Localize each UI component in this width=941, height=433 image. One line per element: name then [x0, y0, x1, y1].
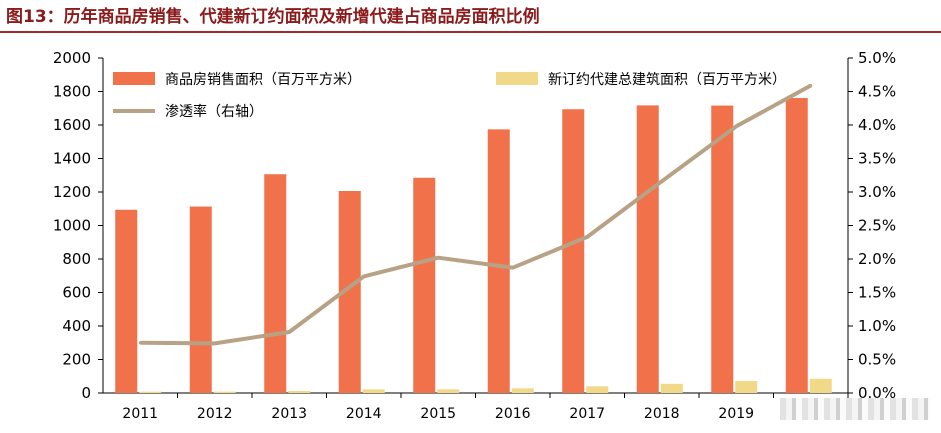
right-tick-label: 3.5% — [858, 150, 896, 168]
right-tick-label: 0.5% — [858, 351, 896, 369]
left-tick-label: 1400 — [53, 150, 91, 168]
x-tick-label: 2014 — [346, 406, 382, 422]
right-tick-label: 2.0% — [858, 250, 896, 268]
x-tick-label: 2018 — [644, 406, 680, 422]
right-tick-label: 4.0% — [858, 116, 896, 134]
left-tick-label: 0 — [81, 384, 91, 402]
title-underline — [0, 31, 941, 33]
contract-bar — [437, 389, 460, 393]
legend-label-sales: 商品房销售面积（百万平方米） — [165, 72, 361, 88]
x-tick-label: 2016 — [495, 406, 531, 422]
left-tick-label: 800 — [62, 250, 91, 268]
left-tick-label: 400 — [62, 317, 91, 335]
right-tick-label: 3.0% — [858, 183, 896, 201]
sales-bar — [562, 109, 585, 393]
right-tick-label: 2.5% — [858, 217, 896, 235]
x-tick-label: 2017 — [569, 406, 605, 422]
ratio-point — [585, 235, 589, 239]
x-tick-label: 2013 — [271, 406, 307, 422]
x-tick-label: 2019 — [718, 406, 754, 422]
ratio-point — [287, 330, 291, 334]
sales-bar — [636, 105, 659, 393]
sales-bar — [115, 209, 138, 393]
right-tick-label: 4.5% — [858, 83, 896, 101]
legend-swatch-contract — [496, 72, 538, 85]
x-tick-label: 2011 — [122, 406, 158, 422]
ratio-point — [734, 124, 738, 128]
sales-bar — [711, 105, 734, 393]
ratio-point — [660, 179, 664, 183]
contract-bar — [288, 390, 311, 393]
left-tick-label: 1600 — [53, 116, 91, 134]
x-tick-label: 2012 — [197, 406, 233, 422]
ratio-line — [140, 83, 812, 346]
legend-label-ratio: 渗透率（右轴） — [165, 103, 263, 120]
ratio-point — [138, 341, 142, 345]
contract-bar — [213, 391, 236, 393]
ratio-point — [511, 266, 515, 270]
contract-bar — [735, 380, 758, 393]
left-tick-label: 1000 — [53, 217, 91, 235]
ratio-point — [213, 341, 217, 345]
ratio-point — [362, 274, 366, 278]
contract-bar — [809, 378, 832, 393]
legend-swatch-sales — [113, 72, 155, 85]
right-tick-label: 5.0% — [858, 49, 896, 67]
right-tick-label: 1.0% — [858, 317, 896, 335]
right-tick-label: 1.5% — [858, 284, 896, 302]
sales-bar — [189, 206, 212, 393]
sales-bar — [785, 98, 808, 393]
chart-title: 图13：历年商品房销售、代建新订约面积及新增代建占商品房面积比例 — [6, 7, 540, 27]
left-tick-label: 200 — [62, 351, 91, 369]
sales-bar — [264, 174, 287, 393]
ratio-point — [809, 83, 813, 87]
contract-bar — [511, 388, 534, 393]
contract-bar — [139, 391, 162, 393]
right-tick-label: 0.0% — [858, 384, 896, 402]
sales-bar — [487, 129, 510, 394]
contract-bar — [586, 386, 609, 393]
sales-bar — [413, 177, 436, 393]
legend-label-contract: 新订约代建总建筑面积（百万平方米） — [548, 72, 786, 88]
left-tick-label: 2000 — [53, 49, 91, 67]
watermark-blur — [780, 398, 930, 420]
left-tick-label: 1800 — [53, 83, 91, 101]
contract-bar — [362, 389, 385, 393]
sales-bar — [338, 190, 361, 393]
x-tick-label: 2015 — [420, 406, 456, 422]
ratio-point — [436, 256, 440, 260]
left-tick-label: 1200 — [53, 183, 91, 201]
left-tick-label: 600 — [62, 284, 91, 302]
contract-bar — [660, 383, 683, 393]
